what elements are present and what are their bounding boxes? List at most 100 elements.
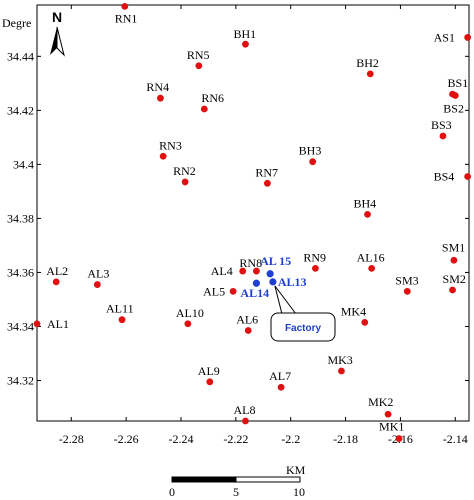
site-point bbox=[449, 286, 456, 294]
site-label: MK3 bbox=[327, 353, 352, 367]
site-label: AL1 bbox=[47, 317, 69, 331]
site-label: RN1 bbox=[115, 11, 138, 25]
scale-label-5: 5 bbox=[233, 485, 239, 499]
tick-marks bbox=[37, 5, 469, 421]
unit-label: Degre bbox=[2, 16, 31, 30]
site-point bbox=[242, 417, 249, 425]
site-point bbox=[244, 327, 252, 334]
site-point bbox=[264, 179, 271, 187]
site-point bbox=[464, 34, 472, 41]
site-label: BS1 bbox=[448, 76, 469, 90]
y-tick-label: 34.36 bbox=[7, 265, 34, 279]
site-label: BH1 bbox=[233, 27, 256, 41]
site-label: AL14 bbox=[240, 286, 269, 300]
site-point bbox=[439, 132, 447, 140]
site-label: RN8 bbox=[239, 256, 262, 270]
scale-unit: KM bbox=[286, 463, 306, 477]
site-label: AL13 bbox=[278, 275, 307, 289]
site-point bbox=[159, 152, 167, 160]
y-tick-label: 34.44 bbox=[7, 49, 34, 63]
scale-segment-black bbox=[172, 477, 236, 482]
site-point bbox=[361, 319, 369, 326]
scale-label-10: 10 bbox=[293, 485, 305, 499]
site-label: BS3 bbox=[431, 118, 452, 132]
site-point bbox=[403, 287, 411, 295]
site-label: RN2 bbox=[173, 164, 196, 178]
x-tick-label: -2.2 bbox=[281, 432, 300, 446]
site-point bbox=[121, 2, 129, 10]
factory-label: Factory bbox=[285, 323, 322, 334]
y-tick-label: 34.38 bbox=[7, 211, 34, 225]
site-label: SM2 bbox=[443, 272, 466, 286]
site-point bbox=[181, 178, 189, 186]
site-point bbox=[309, 158, 317, 166]
x-tick-label: -2.22 bbox=[223, 432, 248, 446]
site-point bbox=[312, 264, 319, 272]
site-label: AL16 bbox=[357, 250, 385, 264]
site-point bbox=[195, 62, 203, 70]
site-point bbox=[229, 287, 237, 295]
site-point bbox=[338, 367, 345, 375]
site-point bbox=[266, 270, 274, 278]
site-label: AL 15 bbox=[260, 254, 291, 268]
x-tick-label: -2.18 bbox=[333, 432, 358, 446]
site-point bbox=[242, 40, 249, 48]
site-label: MK4 bbox=[341, 304, 366, 318]
site-point bbox=[200, 105, 208, 113]
site-point bbox=[269, 278, 277, 286]
site-point bbox=[206, 378, 214, 386]
y-tick-label: 34.34 bbox=[7, 319, 34, 333]
site-point bbox=[157, 94, 164, 102]
site-label: BH2 bbox=[356, 56, 379, 70]
site-label: SM3 bbox=[395, 273, 418, 287]
x-tick-label: -2.26 bbox=[114, 432, 139, 446]
site-point bbox=[253, 267, 260, 275]
x-tick-label: -2.28 bbox=[59, 432, 84, 446]
site-label: AL9 bbox=[198, 364, 220, 378]
site-label: RN9 bbox=[303, 250, 326, 264]
site-label: AL2 bbox=[46, 264, 68, 278]
site-point bbox=[93, 281, 101, 288]
north-arrow-icon bbox=[50, 27, 57, 55]
scale-outline bbox=[171, 476, 301, 483]
site-point bbox=[464, 173, 472, 180]
site-label: BH4 bbox=[354, 196, 377, 210]
site-label: RN4 bbox=[146, 80, 169, 94]
callout-box bbox=[270, 312, 336, 342]
north-arrow: N bbox=[50, 9, 65, 57]
site-label: AL10 bbox=[176, 306, 204, 320]
site-label: AS1 bbox=[434, 30, 455, 44]
y-tick-label: 34.42 bbox=[7, 103, 34, 117]
scale-bar: KM 0 5 10 bbox=[169, 463, 306, 499]
site-label: MK1 bbox=[379, 420, 404, 434]
site-label: MK2 bbox=[368, 395, 393, 409]
y-tick-label: 34.32 bbox=[7, 373, 34, 387]
x-tick-label: -2.24 bbox=[169, 432, 194, 446]
scale-label-0: 0 bbox=[169, 485, 175, 499]
site-point bbox=[368, 264, 376, 272]
factory-callout: Factory bbox=[270, 285, 336, 342]
site-label: AL3 bbox=[87, 267, 109, 281]
site-point bbox=[118, 316, 126, 324]
site-label: AL11 bbox=[106, 302, 134, 316]
site-point bbox=[52, 278, 60, 286]
site-point bbox=[366, 70, 374, 78]
x-tick-labels: -2.28-2.26-2.24-2.22-2.2-2.18-2.16-2.14 bbox=[59, 432, 468, 446]
x-tick-label: -2.14 bbox=[443, 432, 468, 446]
site-label: AL7 bbox=[269, 369, 291, 383]
site-label: SM1 bbox=[442, 240, 465, 254]
site-point bbox=[395, 435, 403, 442]
map-frame bbox=[36, 4, 470, 422]
north-label: N bbox=[52, 9, 62, 25]
site-point bbox=[451, 92, 459, 99]
north-arrow-icon-outline bbox=[56, 26, 65, 57]
site-point bbox=[184, 320, 192, 328]
site-label: RN5 bbox=[187, 48, 210, 62]
site-label: RN7 bbox=[255, 165, 278, 179]
site-label: AL5 bbox=[203, 284, 225, 298]
site-label: AL6 bbox=[236, 313, 258, 327]
site-point bbox=[450, 256, 458, 264]
site-point bbox=[384, 410, 392, 418]
site-point bbox=[277, 383, 285, 391]
site-label: RN6 bbox=[201, 91, 224, 105]
